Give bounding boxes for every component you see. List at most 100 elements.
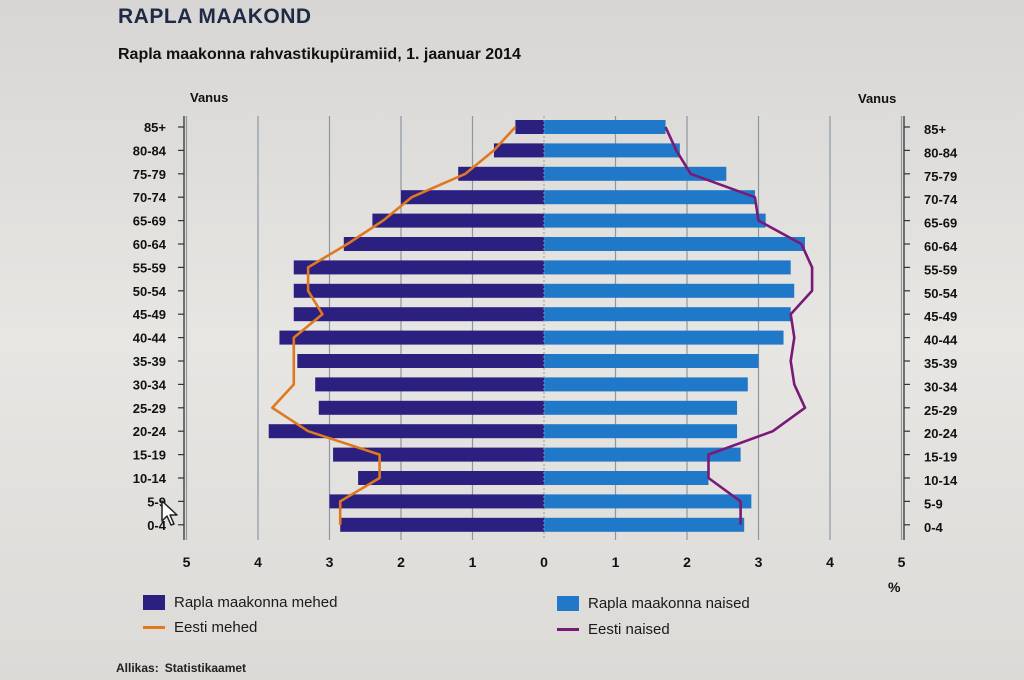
right-category-label: 35-39: [924, 356, 957, 371]
bar-right-15-19: [544, 447, 741, 462]
left-category-label: 50-54: [133, 284, 167, 299]
right-category-label: 70-74: [924, 192, 958, 207]
left-category-label: 75-79: [133, 167, 166, 182]
legend-swatch-men-county: [143, 595, 165, 610]
right-category-label: 45-49: [924, 309, 957, 324]
bar-right-50-54: [544, 283, 795, 298]
bar-right-35-39: [544, 354, 759, 368]
left-category-label: 65-69: [133, 214, 166, 229]
bar-right-55-59: [544, 260, 791, 275]
bar-right-20-24: [544, 424, 738, 439]
legend-swatch-women-estonia: [557, 628, 579, 631]
x-tick-label: 0: [540, 554, 548, 570]
bar-left-25-29: [318, 400, 544, 415]
right-category-label: 60-64: [924, 239, 958, 254]
right-category-label: 50-54: [924, 286, 958, 301]
legend-item-men-county: Rapla maakonna mehed: [143, 594, 337, 611]
bar-left-70-74: [401, 190, 544, 205]
legend-label-men-county: Rapla maakonna mehed: [174, 594, 338, 611]
bar-right-85+: [544, 120, 666, 134]
right-category-label: 15-19: [924, 450, 957, 465]
source-value: Statistikaamet: [164, 661, 247, 675]
right-category-label: 40-44: [924, 333, 958, 348]
bar-right-80-84: [544, 143, 680, 158]
x-tick-label: 1: [612, 554, 620, 570]
right-category-label: 5-9: [924, 496, 943, 511]
bar-left-55-59: [293, 260, 544, 275]
left-category-label: 55-59: [133, 260, 166, 275]
line-eesti-mehed: [270, 126, 517, 525]
left-category-label: 15-19: [133, 448, 166, 463]
chart-title: Rapla maakonna rahvastikupüramiid, 1. ja…: [118, 46, 521, 63]
bar-right-65-69: [544, 213, 766, 228]
bar-right-25-29: [544, 400, 738, 415]
left-category-label: 40-44: [133, 331, 167, 346]
x-tick-label: 1: [469, 554, 477, 570]
right-category-label: 55-59: [924, 262, 957, 277]
left-category-label: 25-29: [133, 401, 166, 416]
right-category-label: 30-34: [924, 379, 958, 394]
bar-right-0-4: [544, 517, 745, 532]
bar-left-5-9: [329, 494, 544, 509]
legend-item-men-estonia: Eesti mehed: [143, 619, 257, 636]
legend-item-women-county: Rapla maakonna naised: [557, 595, 750, 612]
left-category-label: 20-24: [133, 424, 167, 439]
legend-swatch-men-estonia: [143, 626, 165, 629]
left-category-label: 60-64: [133, 237, 167, 252]
bar-right-10-14: [544, 471, 709, 485]
x-tick-label: 4: [826, 554, 834, 570]
bar-left-30-34: [315, 377, 544, 392]
bar-right-5-9: [544, 494, 752, 509]
left-category-label: 80-84: [133, 143, 167, 158]
bar-left-0-4: [340, 517, 544, 532]
legend-label-women-estonia: Eesti naised: [588, 621, 670, 638]
x-unit-label: %: [888, 579, 901, 595]
right-category-label: 75-79: [924, 169, 957, 184]
legend-item-women-estonia: Eesti naised: [557, 621, 670, 638]
x-tick-label: 5: [183, 554, 191, 570]
line-eesti-naised: [664, 126, 814, 525]
legend-label-men-estonia: Eesti mehed: [174, 619, 258, 636]
bar-left-20-24: [268, 424, 544, 439]
x-tick-label: 2: [683, 554, 691, 570]
right-category-label: 80-84: [924, 145, 958, 160]
bar-right-70-74: [544, 190, 755, 205]
bar-left-80-84: [493, 143, 544, 158]
bar-right-45-49: [544, 307, 791, 322]
x-tick-label: 3: [755, 554, 763, 570]
right-category-label: 85+: [924, 122, 946, 137]
legend-label-women-county: Rapla maakonna naised: [588, 595, 750, 612]
x-tick-label: 5: [898, 554, 906, 570]
bar-left-85+: [515, 120, 544, 134]
mouse-pointer-icon: [161, 500, 178, 526]
bar-left-75-79: [458, 166, 544, 181]
bar-left-15-19: [333, 447, 544, 462]
left-axis-title: Vanus: [190, 90, 228, 105]
bar-right-60-64: [544, 237, 805, 251]
bar-right-30-34: [544, 377, 748, 392]
bar-left-50-54: [293, 283, 544, 298]
right-category-label: 0-4: [924, 520, 944, 535]
source-label: Allikas:: [116, 661, 159, 675]
bar-right-75-79: [544, 166, 727, 181]
x-tick-label: 2: [397, 554, 405, 570]
left-category-label: 30-34: [133, 377, 167, 392]
bar-left-60-64: [343, 237, 544, 251]
left-category-label: 10-14: [133, 471, 167, 486]
bar-left-40-44: [279, 330, 544, 345]
bar-left-45-49: [293, 307, 544, 322]
right-axis-title: Vanus: [858, 91, 896, 106]
right-category-label: 10-14: [924, 473, 958, 488]
bar-left-35-39: [297, 354, 544, 368]
county-heading: RAPLA MAAKOND: [118, 5, 312, 28]
left-category-label: 85+: [144, 120, 166, 135]
source-note: Allikas: Statistikaamet: [116, 661, 252, 675]
left-category-label: 45-49: [133, 307, 166, 322]
left-category-label: 35-39: [133, 354, 166, 369]
right-category-label: 20-24: [924, 426, 958, 441]
legend-swatch-women-county: [557, 596, 579, 611]
right-category-label: 65-69: [924, 216, 957, 231]
x-tick-label: 3: [326, 554, 334, 570]
bar-right-40-44: [544, 330, 784, 345]
